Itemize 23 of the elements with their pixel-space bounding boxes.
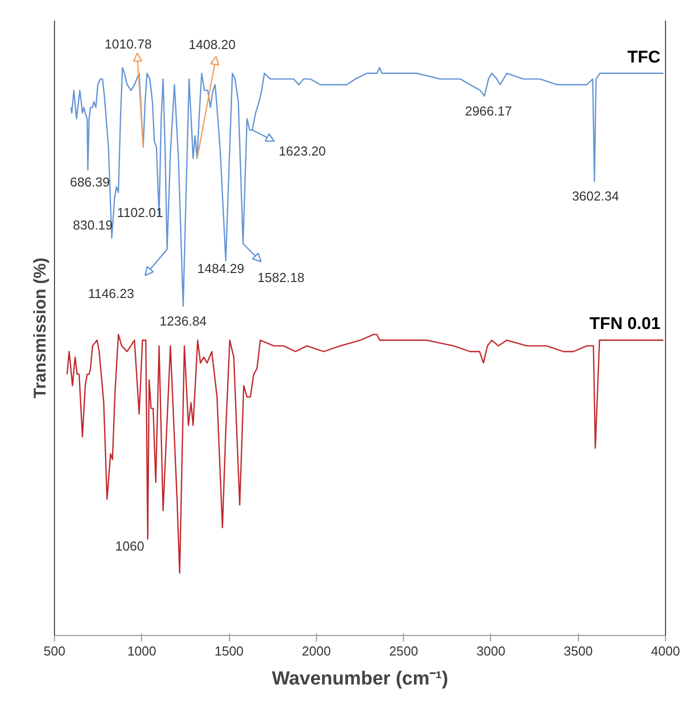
annotation: 3602.34 <box>572 188 619 204</box>
annotation: 1484.29 <box>197 261 244 276</box>
x-axis-title: Wavenumber (cm⁻¹) <box>272 668 448 690</box>
annotation: 1623.20 <box>278 144 326 159</box>
x-tick-label: 3000 <box>476 644 506 658</box>
x-tick-label: 4000 <box>651 644 680 658</box>
x-tick-label: 500 <box>44 644 66 658</box>
annotation: 1146.23 <box>88 286 134 301</box>
x-tick-label: 1500 <box>214 644 244 658</box>
series-label: TFN 0.01 <box>590 314 660 334</box>
annotation: 1408.20 <box>188 36 236 52</box>
annotation: 686.39 <box>70 174 110 190</box>
annotation: 1010.78 <box>104 36 152 52</box>
x-tick-label: 2500 <box>389 644 418 658</box>
x-tick-label: 2000 <box>302 644 331 658</box>
x-tick-label: 1000 <box>127 644 156 658</box>
annotation: 1582.18 <box>258 270 305 286</box>
annotation: 1060 <box>115 538 144 554</box>
x-tick-label: 3500 <box>564 644 593 658</box>
annotation: 2966.17 <box>464 104 512 119</box>
series-label: TFC <box>627 47 660 66</box>
annotation: 1236.84 <box>160 314 207 329</box>
y-axis-title: Transmission (%) <box>30 258 50 398</box>
